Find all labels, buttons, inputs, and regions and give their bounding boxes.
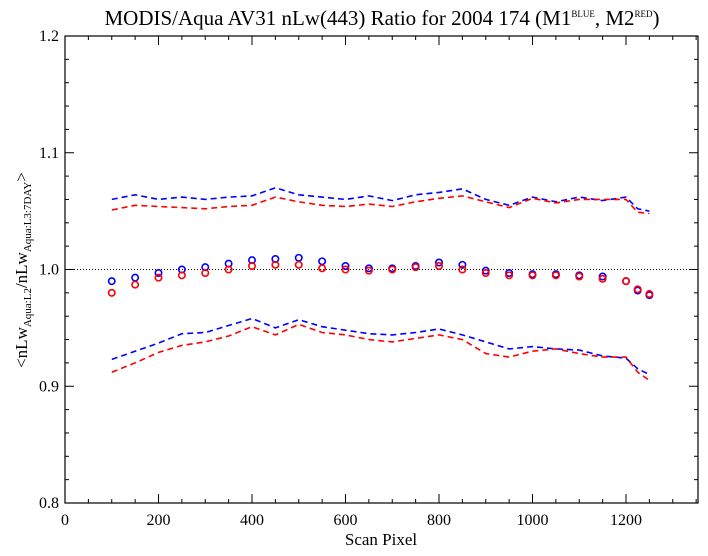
data-point-m1-mean	[107, 277, 116, 286]
y-tick-label: 1.0	[39, 262, 59, 279]
data-point-m1-mean	[435, 258, 444, 267]
series-line-m2-upper	[111, 195, 650, 215]
data-point-m2-mean	[201, 269, 210, 278]
data-point-m2-mean	[411, 263, 420, 272]
data-point-m2-mean	[481, 269, 490, 278]
data-point-m2-mean	[271, 260, 280, 269]
data-point-m2-mean	[633, 285, 642, 294]
x-axis-label: Scan Pixel	[345, 530, 418, 549]
data-point-m2-mean	[645, 290, 654, 299]
y-axis-label-sub2: Aqua:L3:7DAY	[22, 182, 34, 253]
series-line-m1-lower	[111, 317, 650, 376]
x-tick-label: 800	[427, 512, 451, 529]
data-point-m2-mean	[364, 266, 373, 275]
y-tick-label: 0.9	[39, 378, 59, 395]
series-line-m1-upper	[111, 186, 650, 212]
y-tick-label: 1.2	[39, 28, 59, 45]
data-point-m2-mean	[598, 274, 607, 283]
data-point-m2-mean	[107, 288, 116, 297]
y-axis-label-sub1: Aqua:L2	[22, 288, 34, 327]
y-tick-label: 0.8	[39, 495, 59, 512]
data-point-m2-mean	[318, 264, 327, 273]
data-point-m1-mean	[341, 261, 350, 270]
series-line-m2-lower	[111, 323, 650, 382]
data-point-m2-mean	[435, 261, 444, 270]
x-tick-label: 0	[61, 512, 69, 529]
ticks: 0 200 400 600 800 1000 1200 0.8 0.9 1.0 1.1 1.2	[39, 28, 698, 529]
chart-title-mid: , M2	[595, 6, 635, 30]
data-point-m2-mean	[458, 265, 467, 274]
data-point-m1-mean	[458, 260, 467, 269]
data-point-m2-mean	[575, 272, 584, 281]
data-point-m2-mean	[528, 271, 537, 280]
x-tick-label: 600	[334, 512, 358, 529]
data-point-m2-mean	[224, 265, 233, 274]
x-tick-label: 200	[147, 512, 171, 529]
y-axis-label: <nLwAqua:L2/nLwAqua:L3:7DAY>	[12, 172, 34, 368]
chart-title-sup-blue: BLUE	[571, 9, 595, 19]
chart-title-end: )	[653, 6, 660, 30]
data-point-m2-mean	[154, 273, 163, 282]
data-point-m1-mean	[131, 273, 140, 282]
y-axis-label-post: >	[12, 172, 31, 182]
chart-title-sup-red: RED	[635, 9, 654, 19]
x-tick-label: 400	[240, 512, 264, 529]
data-point-m2-mean	[131, 280, 140, 289]
data-point-m2-mean	[551, 271, 560, 280]
data-point-m2-mean	[294, 260, 303, 269]
chart-title: MODIS/Aqua AV31 nLw(443) Ratio for 2004 …	[104, 6, 659, 30]
chart-title-main: MODIS/Aqua AV31 nLw(443) Ratio for 2004 …	[104, 6, 571, 30]
x-tick-label: 1000	[517, 512, 549, 529]
x-tick-label: 1200	[610, 512, 642, 529]
data-point-m1-mean	[318, 257, 327, 266]
y-axis-label-pre2: /nLw	[12, 251, 31, 288]
data-point-m2-mean	[388, 265, 397, 274]
data-point-m1-mean	[154, 269, 163, 278]
data-point-m2-mean	[505, 271, 514, 280]
data-point-m2-mean	[341, 265, 350, 274]
y-tick-label: 1.1	[39, 145, 59, 162]
data-point-m2-mean	[177, 271, 186, 280]
data-point-m2-mean	[622, 277, 631, 286]
data-point-m1-mean	[294, 253, 303, 262]
data-point-m2-mean	[248, 261, 257, 270]
plot-area	[65, 186, 698, 382]
y-axis-label-pre1: <nLw	[12, 326, 31, 367]
